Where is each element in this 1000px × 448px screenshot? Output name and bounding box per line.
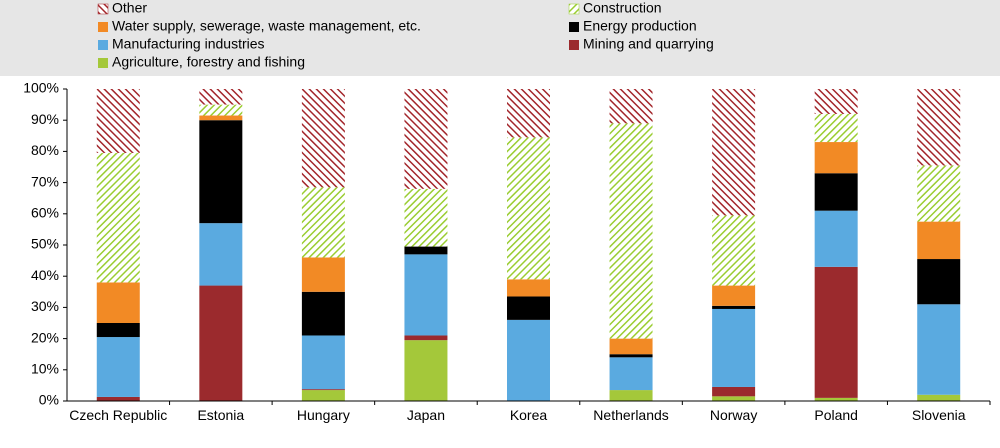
bar-segment [814, 210, 858, 267]
legend-swatch [98, 22, 108, 32]
y-tick-label: 30% [31, 298, 59, 314]
x-tick-label: Korea [509, 407, 548, 423]
bar-segment [814, 397, 858, 401]
y-tick-label: 0% [39, 392, 59, 408]
legend-label: Agriculture, forestry and fishing [112, 54, 305, 70]
bar-segment [96, 337, 140, 397]
bar-segment [301, 291, 345, 336]
x-tick-label: Norway [709, 407, 758, 423]
x-tick-label: Poland [814, 407, 858, 423]
bar-segment [96, 282, 140, 323]
legend-box [0, 0, 1000, 76]
legend-swatch [569, 22, 579, 32]
bar-segment [199, 115, 243, 121]
y-tick-label: 40% [31, 267, 59, 283]
legend-swatch [568, 3, 580, 15]
bar-segment [917, 304, 961, 395]
bar-segment [404, 188, 448, 247]
bar-segment [917, 394, 961, 401]
x-tick-label: Netherlands [593, 407, 669, 423]
bar-segment [301, 390, 345, 401]
legend-label: Other [112, 0, 147, 16]
bar-segment [404, 246, 448, 255]
bar-segment [814, 142, 858, 174]
bar-segment [96, 323, 140, 338]
bar-segment [712, 89, 756, 216]
y-tick-label: 90% [31, 111, 59, 127]
bar-segment [609, 390, 653, 401]
legend-label: Energy production [583, 18, 697, 34]
bar-segment [404, 340, 448, 401]
x-tick-label: Estonia [197, 407, 245, 423]
bar-segment [917, 259, 961, 305]
bar-segment [301, 389, 345, 391]
bar-segment [96, 89, 140, 153]
bar-segment [814, 113, 858, 143]
x-tick-label: Czech Republic [69, 407, 168, 423]
bar-segment [301, 257, 345, 292]
bar-segment [712, 285, 756, 306]
x-tick-label: Slovenia [911, 407, 966, 423]
bar-segment [917, 221, 961, 260]
legend-swatch [98, 40, 108, 50]
bar-segment [199, 89, 243, 105]
bar-segment [814, 266, 858, 398]
y-tick-label: 50% [31, 236, 59, 252]
bar-segment [917, 89, 961, 166]
bar-segment [507, 296, 550, 320]
bar-segment [301, 187, 345, 258]
legend-label: Water supply, sewerage, waste management… [112, 18, 421, 34]
x-tick-label: Hungary [296, 407, 350, 423]
legend-swatch [98, 58, 108, 68]
bar-segment [712, 308, 756, 387]
bar-segment [199, 104, 243, 116]
bar-segment [199, 223, 243, 286]
bar-segment [917, 165, 961, 222]
y-tick-label: 80% [31, 142, 59, 158]
bar-segment [609, 338, 653, 355]
legend-swatch [97, 3, 109, 15]
y-tick-label: 100% [23, 80, 59, 96]
y-tick-label: 10% [31, 361, 59, 377]
bar-segment [96, 396, 140, 401]
legend-label: Mining and quarrying [583, 36, 714, 52]
bar-segment [609, 354, 653, 358]
bar-segment [712, 305, 756, 309]
bar-segment [199, 285, 243, 401]
bar-segment [814, 173, 858, 211]
bar-segment [199, 120, 243, 224]
legend-label: Construction [583, 0, 662, 16]
bar-segment [301, 335, 345, 390]
y-tick-label: 20% [31, 329, 59, 345]
bar-segment [301, 89, 345, 188]
bar-segment [96, 152, 140, 283]
bar-segment [507, 279, 550, 297]
x-tick-label: Japan [406, 407, 446, 423]
y-tick-label: 60% [31, 205, 59, 221]
bar-segment [404, 254, 448, 336]
y-tick-label: 70% [31, 173, 59, 189]
bar-segment [507, 89, 550, 138]
bar-segment [609, 357, 653, 391]
bar-segment [814, 89, 858, 114]
bar-segment [609, 89, 653, 124]
bar-segment [507, 137, 550, 280]
legend-swatch [569, 40, 579, 50]
legend-label: Manufacturing industries [112, 36, 265, 52]
bar-segment [404, 335, 448, 341]
bar-segment [712, 215, 756, 286]
bar-segment [609, 123, 653, 339]
bar-segment [404, 89, 448, 189]
bar-segment [507, 319, 550, 401]
bar-segment [712, 386, 756, 397]
bar-segment [712, 396, 756, 401]
